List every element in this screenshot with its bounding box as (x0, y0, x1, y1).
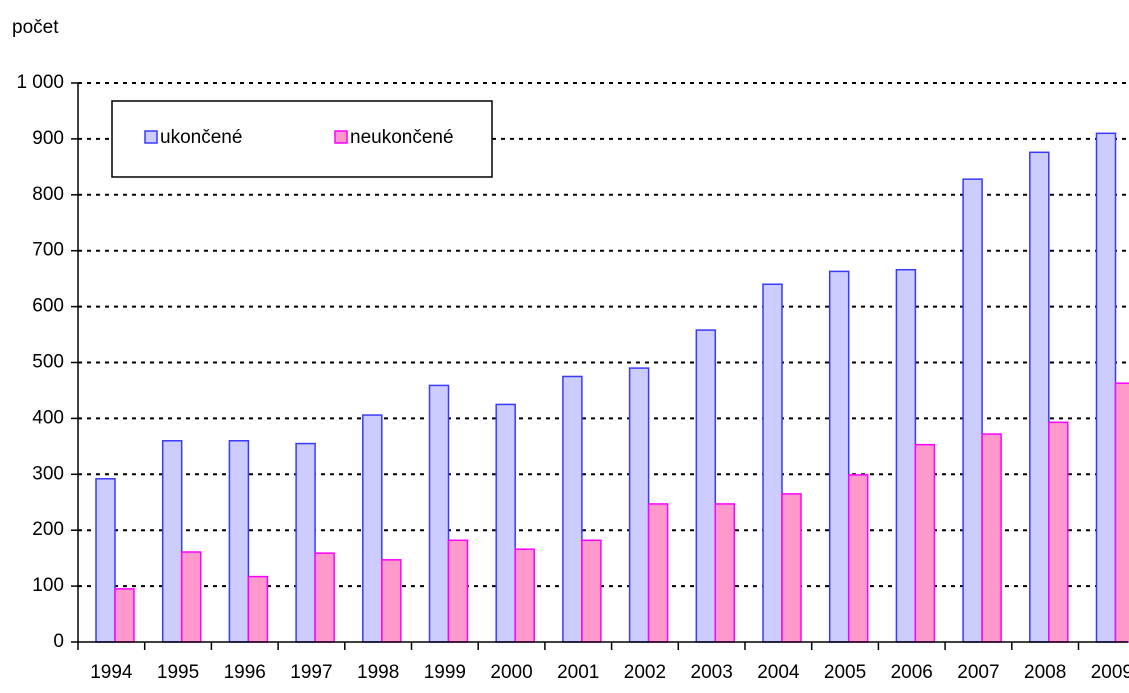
bar (428, 384, 450, 643)
bar (228, 440, 250, 643)
bar (762, 283, 783, 643)
bar (781, 493, 802, 643)
x-tick-label: 2008 (1024, 662, 1066, 683)
bar (1095, 132, 1117, 643)
y-tick-label: 900 (32, 128, 64, 149)
x-tick-label: 1995 (157, 662, 199, 683)
x-tick-label: 2004 (757, 662, 800, 683)
x-tick-label: 2001 (557, 662, 599, 683)
y-tick-label: 400 (32, 407, 64, 428)
bar (447, 539, 469, 643)
x-tick-label: 1994 (90, 662, 133, 683)
bar (1114, 382, 1129, 643)
x-tick-label: 1998 (357, 662, 399, 683)
x-tick-label: 2000 (490, 662, 532, 683)
y-tick-label: 0 (53, 631, 64, 652)
bar (562, 375, 583, 643)
x-tick-label: 2005 (824, 662, 866, 683)
y-axis-label: počet (12, 17, 59, 38)
legend-swatch (334, 130, 348, 144)
bar (647, 503, 669, 643)
bar (1048, 421, 1069, 643)
bar (695, 329, 717, 643)
y-tick-label: 200 (32, 519, 64, 540)
y-tick-label: 500 (32, 352, 64, 373)
y-tick-label: 700 (32, 240, 64, 261)
x-tick-label: 2007 (957, 662, 999, 683)
x-tick-label: 2003 (691, 662, 733, 683)
x-tick-label: 1999 (424, 662, 466, 683)
bar (314, 552, 335, 643)
legend-swatch (144, 130, 158, 144)
x-tick-label: 2006 (891, 662, 933, 683)
bar (895, 268, 917, 643)
bar (847, 474, 869, 643)
legend (111, 100, 493, 178)
bar (981, 433, 1002, 643)
bar (95, 478, 116, 643)
y-tick-label: 300 (32, 463, 64, 484)
bar (1029, 151, 1050, 643)
x-tick-label: 1997 (290, 662, 332, 683)
bar (714, 503, 736, 643)
bar (180, 551, 202, 643)
y-tick-label: 100 (32, 575, 64, 596)
bar (581, 539, 602, 643)
bar (362, 414, 383, 643)
bar (495, 403, 516, 643)
bar (161, 440, 183, 643)
bar (514, 548, 535, 643)
y-tick-label: 1 000 (16, 72, 64, 93)
x-tick-label: 1996 (224, 662, 266, 683)
y-tick-label: 800 (32, 184, 64, 205)
bar (114, 588, 135, 643)
x-tick-label: 2009 (1091, 662, 1129, 683)
legend-label: neukončené (350, 127, 454, 148)
bar (247, 575, 269, 643)
y-tick-label: 600 (32, 296, 64, 317)
bar (828, 270, 850, 643)
bar (381, 559, 402, 643)
legend-label: ukončené (160, 127, 242, 148)
bar (914, 443, 936, 643)
bar (295, 442, 316, 643)
bar (628, 367, 650, 643)
x-tick-label: 2002 (624, 662, 666, 683)
bar (962, 178, 983, 643)
